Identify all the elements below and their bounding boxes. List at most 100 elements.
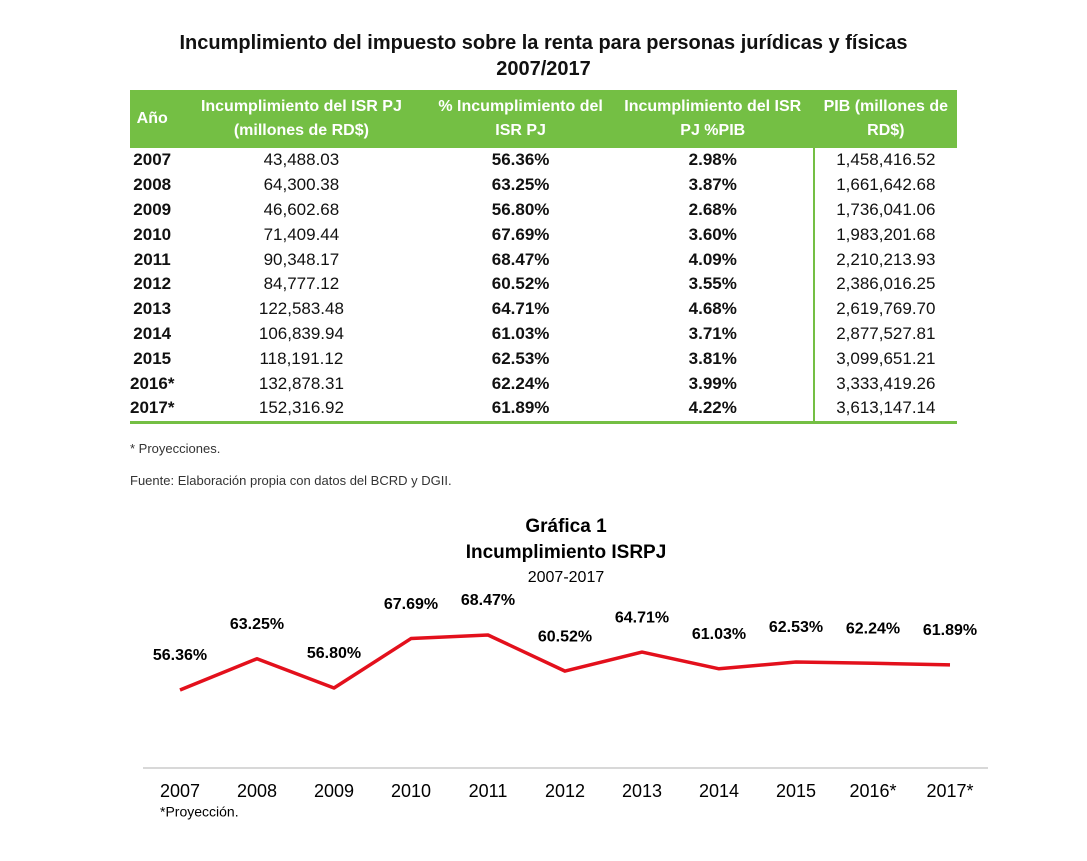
header-row: Año Incumplimiento del ISR PJ (millones d… [130, 90, 957, 148]
table-cell: 2010 [133, 224, 172, 244]
table-cell: 2013 [133, 299, 172, 319]
table-cell: 152,316.92 [174, 395, 429, 424]
table-row: 2017* 152,316.92 61.89% 4.22% 3,613,147.14 [130, 395, 957, 424]
table-cell: 1,736,041.06 [812, 197, 957, 223]
chart-subtitle: Incumplimiento ISRPJ [466, 542, 667, 563]
footnote: * Proyecciones. [130, 441, 221, 456]
table-row: 2009 46,602.68 56.80% 2.68% 1,736,041.06 [130, 197, 957, 223]
table-cell: 3,333,419.26 [812, 371, 957, 396]
table-cell: 3.55% [688, 274, 737, 294]
table-cell: 63.25% [491, 175, 550, 195]
data-table: Año Incumplimiento del ISR PJ (millones d… [130, 90, 957, 424]
table-cell: 2017* [130, 395, 175, 424]
table-cell: 2014 [133, 323, 172, 343]
chart-period: 2007-2017 [528, 569, 605, 586]
table-cell: 71,409.44 [263, 224, 340, 244]
table-cell: 2012 [133, 274, 172, 294]
table-cell: 118,191.12 [259, 348, 344, 368]
table-cell: 2,386,016.25 [812, 271, 957, 297]
table-cell: 4.68% [688, 299, 737, 319]
table-cell: 61.03% [491, 323, 550, 343]
table-cell: 67.69% [491, 224, 550, 244]
column-header: Incumplimiento del ISR PJ (millones de R… [174, 90, 429, 148]
table-cell: 132,878.31 [258, 373, 344, 393]
column-header: PIB (millones de RD$) [812, 90, 957, 148]
table-cell: 3.99% [688, 373, 737, 393]
table-row: 2014 106,839.94 61.03% 3.71% 2,877,527.81 [130, 321, 957, 347]
table-cell: 2015 [133, 348, 172, 368]
column-header: % Incumplimiento del ISR PJ [428, 90, 613, 148]
table-row: 2011 90,348.17 68.47% 4.09% 2,210,213.93 [130, 247, 957, 272]
table-cell: 56.36% [491, 150, 550, 170]
table-row: 2016* 132,878.31 62.24% 3.99% 3,333,419.26 [130, 371, 957, 396]
table-cell: 3,613,147.14 [812, 395, 957, 424]
table-cell: 106,839.94 [258, 323, 344, 343]
table-cell: 3.81% [688, 348, 737, 368]
column-header: Incumplimiento del ISR PJ %PIB [612, 90, 814, 148]
table-body: 2007 43,488.03 56.36% 2.98% 1,458,416.52 2008… [130, 148, 957, 424]
x-tick-label: 2011 [469, 781, 508, 801]
x-tick-label: 2016* [849, 781, 896, 801]
table-cell: 62.53% [491, 348, 550, 368]
x-tick-label: 2015 [776, 781, 816, 801]
table-cell: 68.47% [491, 249, 550, 269]
data-label: 56.36% [153, 647, 207, 664]
table-cell: 2009 [133, 199, 172, 219]
table-cell: 1,661,642.68 [812, 172, 957, 198]
table-cell: 4.22% [612, 395, 814, 424]
table-cell: 3.60% [688, 224, 737, 244]
table-cell: 2011 [133, 249, 171, 269]
x-tick-label: 2014 [699, 781, 739, 801]
column-header: Año [130, 90, 175, 148]
data-label: 68.47% [461, 592, 515, 609]
x-tick-label: 2010 [391, 781, 431, 801]
table-cell: 64.71% [491, 299, 550, 319]
table-cell: 60.52% [491, 274, 550, 294]
table-cell: 2007 [133, 150, 172, 170]
table-cell: 1,458,416.52 [812, 148, 957, 173]
x-tick-label: 2017* [926, 781, 973, 801]
table-cell: 56.80% [491, 199, 550, 219]
data-label: 63.25% [230, 616, 284, 633]
table-cell: 2,210,213.93 [812, 247, 957, 272]
data-label: 60.52% [538, 628, 592, 645]
table-row: 2008 64,300.38 63.25% 3.87% 1,661,642.68 [130, 172, 957, 198]
table-cell: 2016* [130, 373, 175, 393]
page-title: Incumplimiento del impuesto sobre la ren… [179, 32, 908, 54]
table-cell: 3,099,651.21 [812, 346, 957, 372]
data-label: 67.69% [384, 596, 438, 613]
table-row: 2010 71,409.44 67.69% 3.60% 1,983,201.68 [130, 222, 957, 248]
table-cell: 84,777.12 [263, 274, 340, 294]
chart-note: *Proyección. [160, 804, 239, 820]
table-cell: 90,348.17 [263, 249, 340, 269]
table-cell: 1,983,201.68 [812, 222, 957, 248]
table-cell: 122,583.48 [258, 299, 344, 319]
line [179, 633, 951, 692]
table-cell: 2,619,769.70 [812, 296, 957, 322]
table-cell: 3.87% [688, 175, 737, 195]
data-label: 61.03% [692, 626, 746, 643]
data-label: 61.89% [923, 622, 977, 639]
table-cell: 2.68% [688, 199, 737, 219]
x-tick-label: 2012 [545, 781, 585, 801]
data-label: 62.24% [846, 621, 900, 638]
table-cell: 61.89% [428, 395, 613, 424]
data-label: 56.80% [307, 645, 361, 662]
x-tick-label: 2007 [160, 781, 200, 801]
chart: Gráfica 1 Incumplimiento ISRPJ 2007-2017… [143, 516, 988, 820]
table-cell: 3.71% [688, 323, 737, 343]
table-cell: 2008 [133, 175, 172, 195]
table-cell: 2,877,527.81 [812, 321, 957, 347]
table-row: 2007 43,488.03 56.36% 2.98% 1,458,416.52 [130, 148, 957, 173]
table-cell: 46,602.68 [263, 199, 340, 219]
table-row: 2012 84,777.12 60.52% 3.55% 2,386,016.25 [130, 271, 957, 297]
table-cell: 2.98% [688, 150, 737, 170]
x-tick-label: 2013 [622, 781, 662, 801]
table-row: 2013 122,583.48 64.71% 4.68% 2,619,769.70 [130, 296, 957, 322]
data-label: 62.53% [769, 619, 823, 636]
table-cell: 64,300.38 [263, 175, 340, 195]
table-cell: 43,488.03 [263, 150, 340, 170]
table-row: 2015 118,191.12 62.53% 3.81% 3,099,651.21 [130, 346, 957, 372]
table-cell: 4.09% [688, 249, 737, 269]
